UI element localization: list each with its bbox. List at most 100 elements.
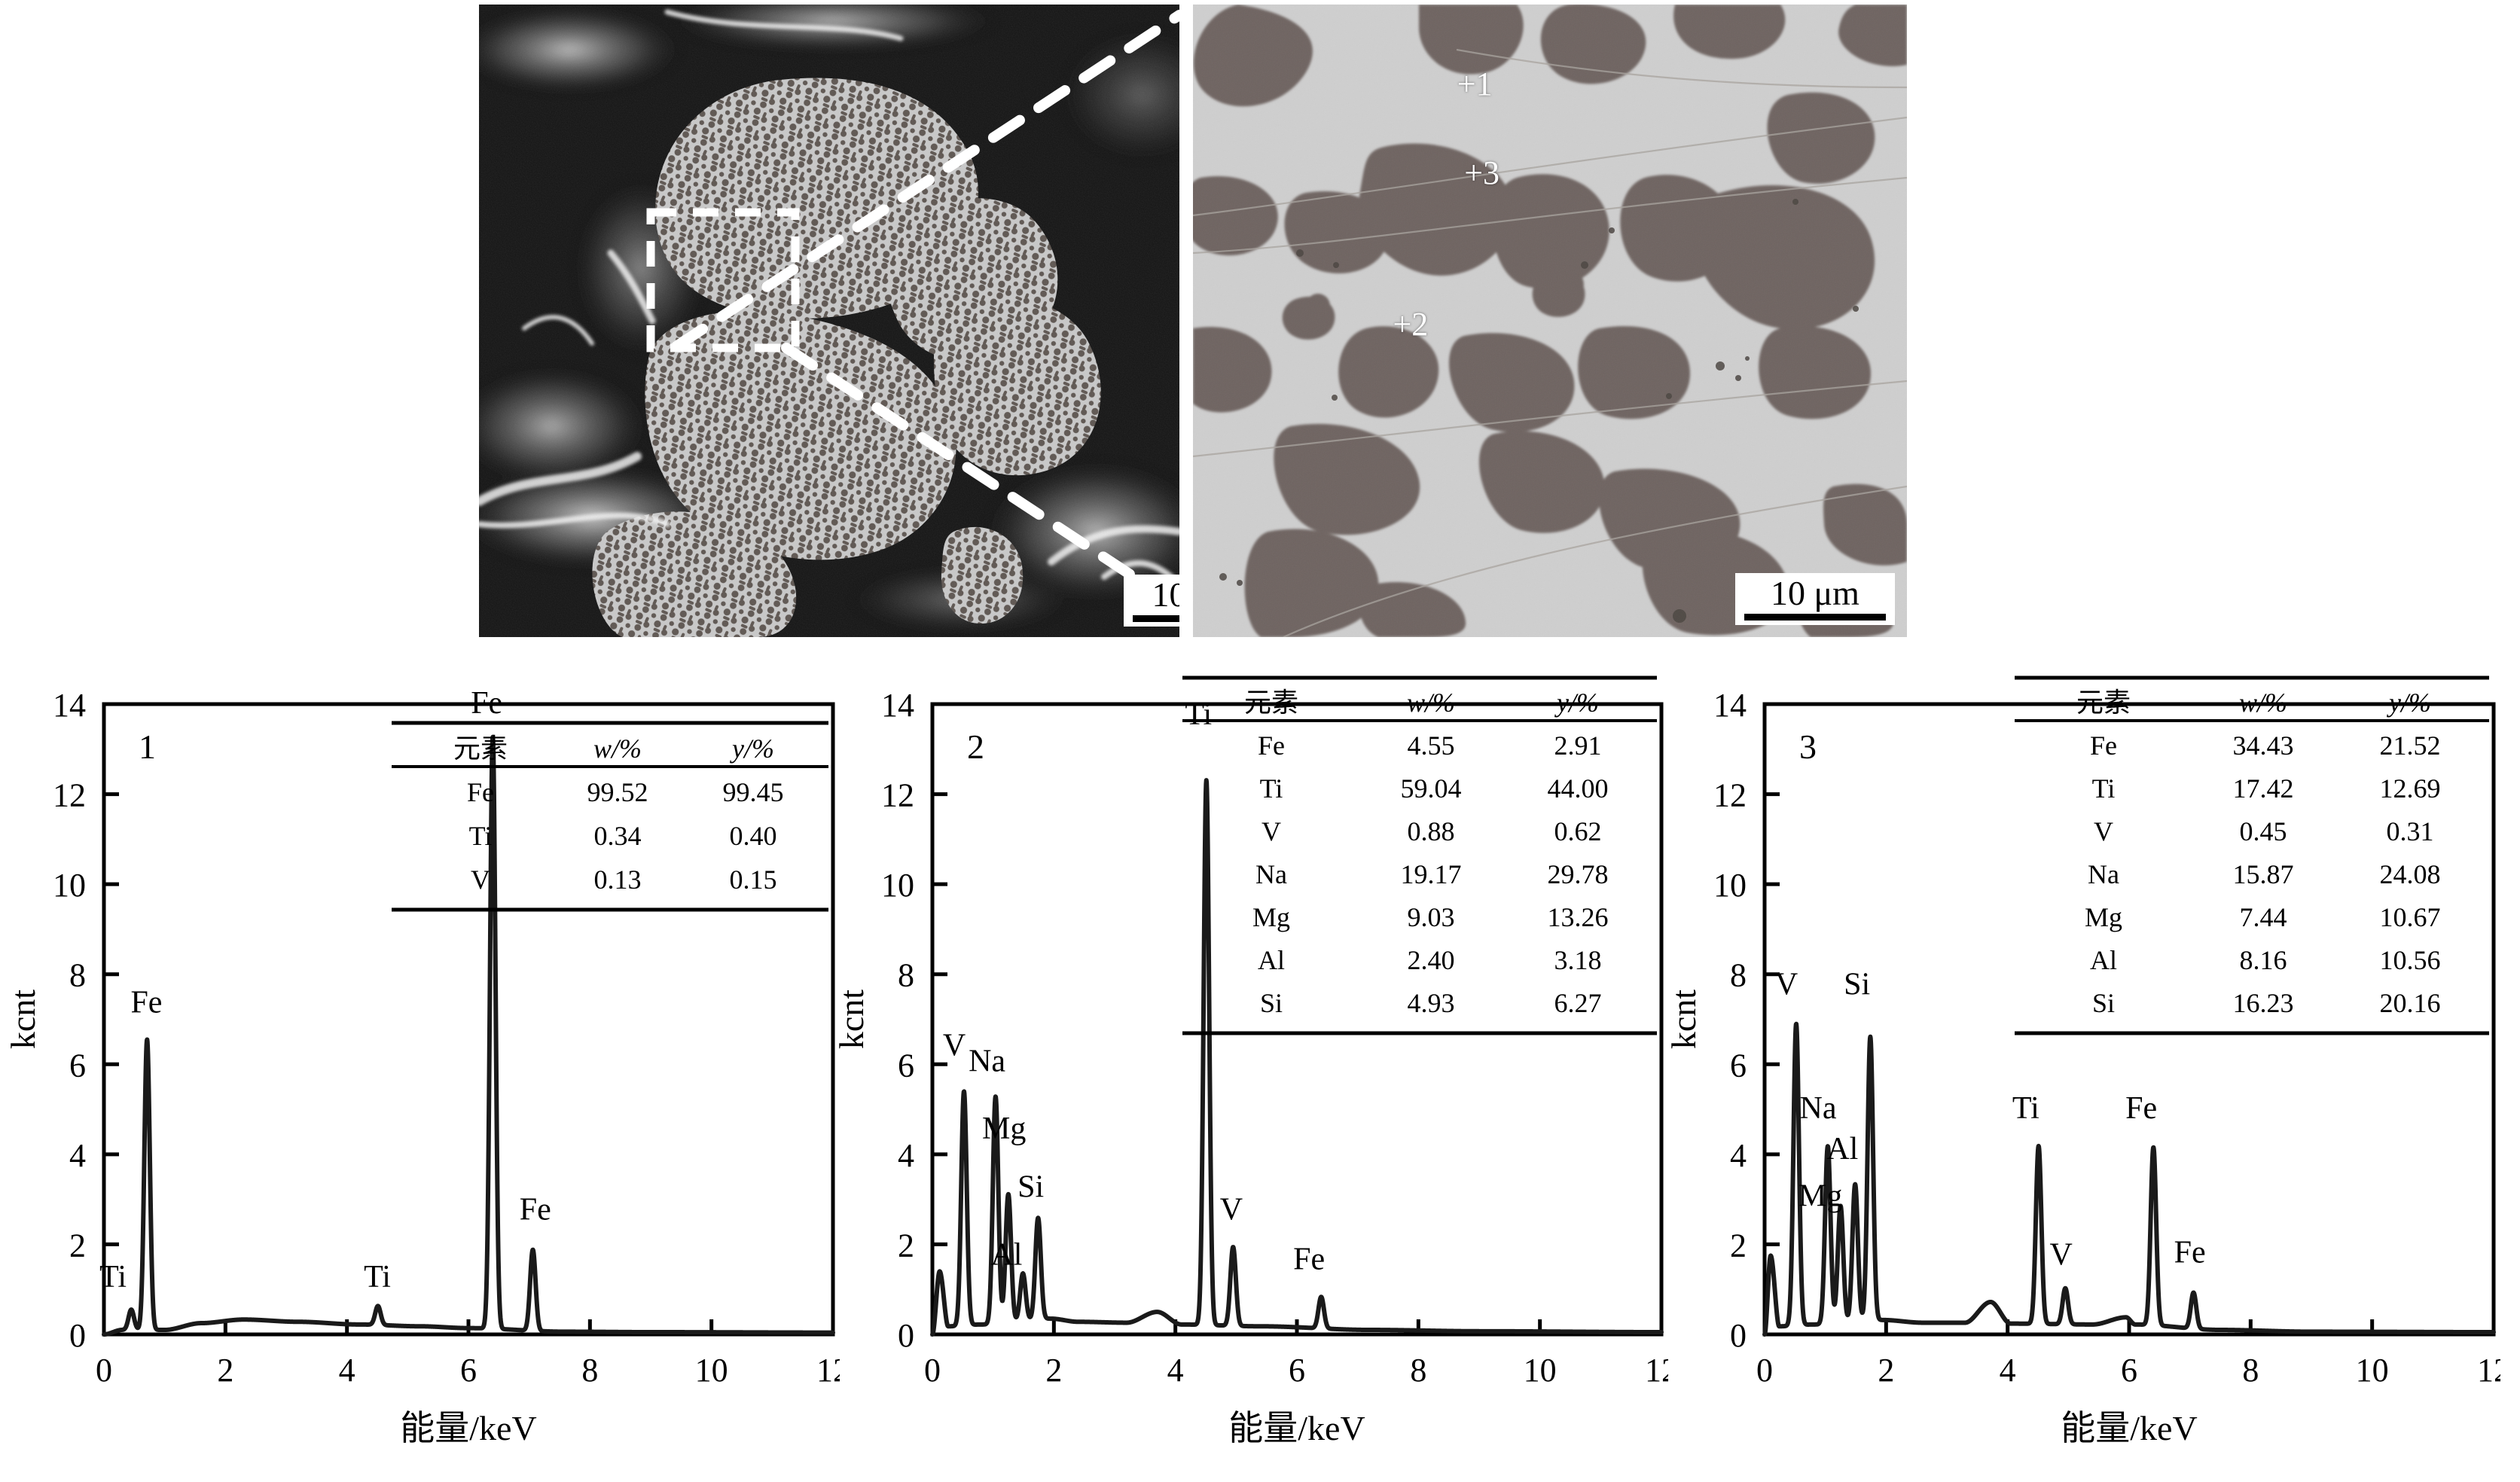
- table-header-element: 元素: [1244, 688, 1298, 718]
- panel-number: 1: [139, 727, 156, 766]
- table-header-atomic-pct: y/%: [2387, 688, 2431, 718]
- table-cell-mass-pct: 0.45: [2240, 816, 2287, 846]
- table-cell-element: V: [2094, 816, 2113, 846]
- table-cell-mass-pct: 7.44: [2240, 902, 2287, 932]
- magnification-connector-upper: [671, 10, 1179, 352]
- table-header-element: 元素: [2076, 688, 2131, 718]
- table-cell-mass-pct: 17.42: [2233, 773, 2294, 804]
- peak-label-Mg: Mg: [982, 1112, 1026, 1146]
- table-cell-mass-pct: 8.16: [2240, 945, 2287, 975]
- y-tick-label: 0: [898, 1317, 914, 1354]
- table-cell-element: Ti: [469, 821, 493, 851]
- table-cell-mass-pct: 16.23: [2233, 988, 2294, 1018]
- peak-label-Fe: Fe: [1293, 1242, 1325, 1276]
- table-cell-atomic-pct: 3.18: [1554, 945, 1602, 975]
- table-header-mass-pct: w/%: [2239, 688, 2287, 718]
- scale-bar-line: [1744, 614, 1886, 621]
- x-tick-label: 6: [2121, 1352, 2137, 1389]
- table-cell-mass-pct: 4.55: [1408, 730, 1455, 761]
- table-cell-mass-pct: 59.04: [1401, 773, 1462, 804]
- eds-point-marker-2: +2: [1393, 306, 1429, 343]
- x-tick-label: 10: [1524, 1352, 1557, 1389]
- y-tick-label: 6: [898, 1047, 914, 1084]
- table-cell-atomic-pct: 21.52: [2380, 730, 2441, 761]
- inset-region-box: [646, 208, 800, 352]
- table-cell-mass-pct: 2.40: [1408, 945, 1455, 975]
- table-header-mass-pct: w/%: [593, 733, 642, 764]
- peak-label-Fe: Fe: [2174, 1235, 2206, 1270]
- sem-image-row: 100 μm: [0, 0, 2520, 648]
- scale-bar-label: 100 μm: [1152, 575, 1179, 614]
- eds-point-marker-1: +1: [1457, 66, 1493, 102]
- y-tick-label: 8: [1730, 957, 1747, 994]
- x-tick-label: 4: [2000, 1352, 2016, 1389]
- table-cell-element: Fe: [467, 777, 494, 807]
- x-tick-label: 0: [1756, 1352, 1773, 1389]
- table-cell-element: Si: [1260, 988, 1283, 1018]
- magnification-connector-lower: [781, 343, 1179, 612]
- table-cell-atomic-pct: 12.69: [2380, 773, 2441, 804]
- table-cell-element: V: [1262, 816, 1281, 846]
- x-tick-label: 0: [924, 1352, 941, 1389]
- table-cell-element: Mg: [1252, 902, 1290, 932]
- peak-label-Fe: Fe: [520, 1193, 551, 1227]
- y-tick-label: 0: [69, 1317, 86, 1354]
- x-tick-label: 0: [96, 1352, 112, 1389]
- y-tick-label: 14: [1713, 687, 1747, 724]
- sem-detail-noise: [1193, 5, 1907, 637]
- composition-table: 元素 w/% y/% Fe 99.52 99.45 Ti 0.34 0.40 V 0.13 0.15: [392, 721, 828, 912]
- table-cell-atomic-pct: 2.91: [1554, 730, 1602, 761]
- eds-chart-3: 0 2 4 6 8 10 12 14 0 2 4 6 8 10 12 能量/keV kcnt 3 V Na Mg Al Si…: [1664, 675, 2500, 1447]
- x-tick-label: 2: [217, 1352, 233, 1389]
- x-tick-label: 6: [460, 1352, 477, 1389]
- scale-bar-100um: 100 μm: [1124, 575, 1179, 627]
- y-tick-label: 8: [69, 957, 86, 994]
- table-cell-element: Al: [1258, 945, 1285, 975]
- y-tick-label: 12: [53, 777, 86, 814]
- y-axis-title: kcnt: [1664, 990, 1703, 1049]
- y-tick-label: 2: [898, 1227, 914, 1264]
- peak-label-Fe: Fe: [130, 986, 162, 1020]
- sem-detail-image: +1 +3 +2 10 μm: [1193, 5, 1907, 637]
- x-tick-label: 10: [2356, 1352, 2389, 1389]
- peak-label-V: V: [1775, 968, 1798, 1002]
- table-cell-element: Ti: [2092, 773, 2116, 804]
- x-tick-label: 2: [1878, 1352, 1894, 1389]
- y-tick-label: 10: [881, 867, 914, 904]
- table-cell-element: V: [471, 864, 490, 895]
- table-cell-element: Ti: [1260, 773, 1283, 804]
- x-axis-title: 能量/keV: [2061, 1409, 2197, 1447]
- y-axis-title: kcnt: [4, 990, 42, 1049]
- table-cell-element: Si: [2092, 988, 2115, 1018]
- peak-label-Fe: Fe: [471, 686, 502, 721]
- panel-number: 3: [1799, 727, 1817, 766]
- peak-label-V: V: [2049, 1237, 2072, 1272]
- peak-label-Na: Na: [1799, 1091, 1836, 1126]
- table-cell-mass-pct: 0.34: [594, 821, 642, 851]
- y-tick-label: 6: [1730, 1047, 1747, 1084]
- table-cell-mass-pct: 4.93: [1408, 988, 1455, 1018]
- x-tick-label: 2: [1045, 1352, 1062, 1389]
- spectrum-trace: [930, 778, 1664, 1337]
- y-tick-label: 4: [898, 1137, 914, 1174]
- x-tick-label: 12: [816, 1352, 840, 1389]
- x-axis-title: 能量/keV: [400, 1409, 536, 1447]
- y-tick-label: 4: [1730, 1137, 1747, 1174]
- scale-bar-10um: 10 μm: [1735, 573, 1895, 625]
- peak-label-Al: Al: [1826, 1132, 1858, 1166]
- x-tick-label: 4: [1167, 1352, 1184, 1389]
- table-cell-mass-pct: 9.03: [1408, 902, 1455, 932]
- table-cell-element: Mg: [2085, 902, 2122, 932]
- spectrum-trace: [1762, 1021, 2496, 1337]
- x-tick-label: 8: [2242, 1352, 2259, 1389]
- x-tick-label: 4: [339, 1352, 355, 1389]
- eds-chart-1: 0 2 4 6 8 10 12 14 0 2 4 6 8 10 12 能量/keV kcnt 1 Ti Fe Ti Fe F…: [4, 686, 840, 1447]
- x-axis-title: 能量/keV: [1228, 1409, 1365, 1447]
- y-tick-label: 8: [898, 957, 914, 994]
- table-cell-atomic-pct: 0.31: [2387, 816, 2434, 846]
- table-header-element: 元素: [453, 733, 508, 764]
- table-cell-element: Na: [2088, 859, 2119, 889]
- table-cell-atomic-pct: 20.16: [2380, 988, 2441, 1018]
- table-cell-element: Al: [2090, 945, 2117, 975]
- table-header-mass-pct: w/%: [1407, 688, 1455, 718]
